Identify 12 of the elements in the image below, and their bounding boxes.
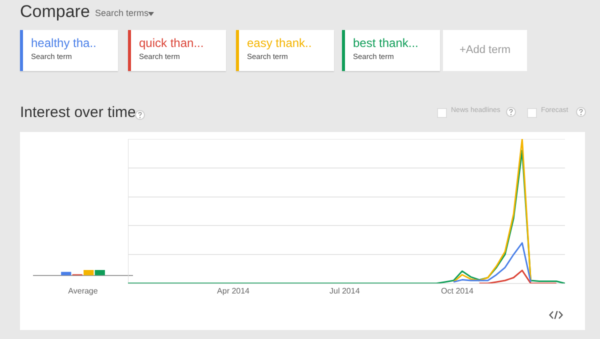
text: quick than... bbox=[139, 36, 204, 50]
x-tick-label: Jul 2014 bbox=[330, 286, 360, 296]
x-tick-label: Oct 2014 bbox=[441, 286, 474, 296]
x-tick-label: Apr 2014 bbox=[217, 286, 250, 296]
text: best thank... bbox=[353, 36, 418, 50]
text: easy thank.. bbox=[247, 36, 312, 50]
chart-title: Interest over time bbox=[20, 104, 136, 121]
x-tick-label: Average bbox=[68, 286, 98, 296]
text: Compare bbox=[20, 2, 90, 22]
text: +Add term bbox=[443, 30, 527, 71]
text: healthy tha.. bbox=[31, 36, 96, 50]
text: Search terms bbox=[95, 8, 149, 18]
